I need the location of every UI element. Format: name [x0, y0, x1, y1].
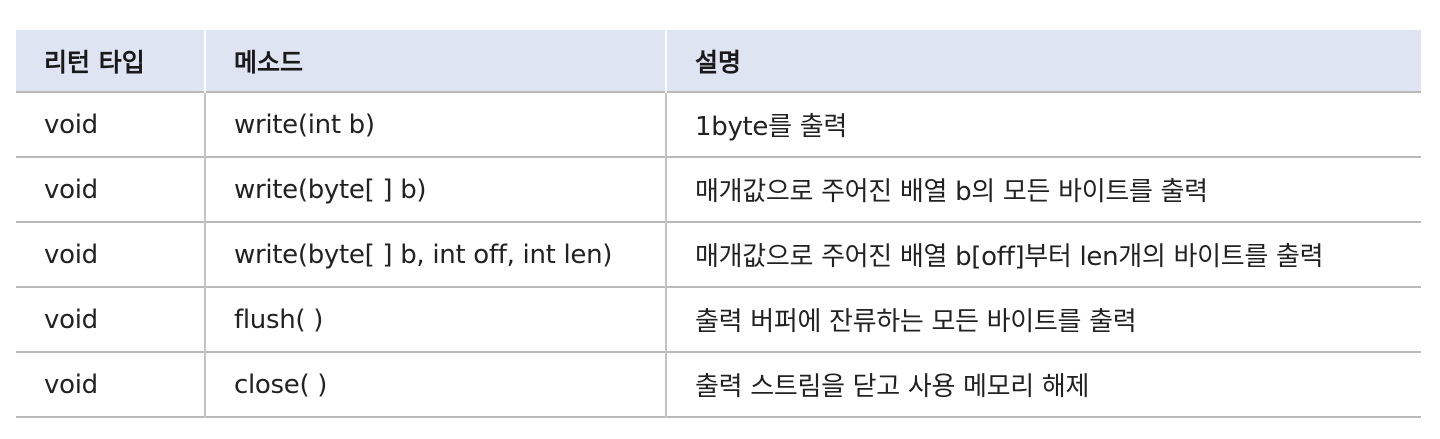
cell-description: 출력 스트림을 닫고 사용 메모리 해제	[665, 352, 1421, 417]
cell-description: 매개값으로 주어진 배열 b[off]부터 len개의 바이트를 출력	[665, 222, 1421, 287]
table-row: void write(byte[ ] b) 매개값으로 주어진 배열 b의 모든…	[16, 157, 1421, 222]
method-table-container: 리턴 타입 메소드 설명 void write(int b) 1byte를 출력…	[16, 30, 1421, 418]
header-description: 설명	[665, 30, 1421, 92]
cell-return-type: void	[44, 239, 98, 270]
table-body: void write(int b) 1byte를 출력 void write(b…	[16, 92, 1421, 417]
header-return-type: 리턴 타입	[44, 47, 145, 77]
cell-description: 1byte를 출력	[665, 92, 1421, 157]
header-row: 리턴 타입 메소드 설명	[16, 30, 1421, 92]
table-row: void close( ) 출력 스트림을 닫고 사용 메모리 해제	[16, 352, 1421, 417]
table-row: void write(byte[ ] b, int off, int len) …	[16, 222, 1421, 287]
table-row: void flush( ) 출력 버퍼에 잔류하는 모든 바이트를 출력	[16, 287, 1421, 352]
cell-description: 출력 버퍼에 잔류하는 모든 바이트를 출력	[665, 287, 1421, 352]
cell-return-type: void	[44, 174, 98, 205]
cell-return-type: void	[44, 109, 98, 140]
cell-method: write(byte[ ] b, int off, int len)	[204, 222, 666, 287]
cell-method: close( )	[204, 352, 666, 417]
header-method: 메소드	[204, 30, 666, 92]
cell-return-type: void	[44, 304, 98, 335]
outputstream-method-table: 리턴 타입 메소드 설명 void write(int b) 1byte를 출력…	[16, 30, 1421, 418]
cell-method: flush( )	[204, 287, 666, 352]
table-header: 리턴 타입 메소드 설명	[16, 30, 1421, 92]
cell-description: 매개값으로 주어진 배열 b의 모든 바이트를 출력	[665, 157, 1421, 222]
cell-method: write(byte[ ] b)	[204, 157, 666, 222]
cell-method: write(int b)	[204, 92, 666, 157]
table-row: void write(int b) 1byte를 출력	[16, 92, 1421, 157]
cell-return-type: void	[44, 369, 98, 400]
